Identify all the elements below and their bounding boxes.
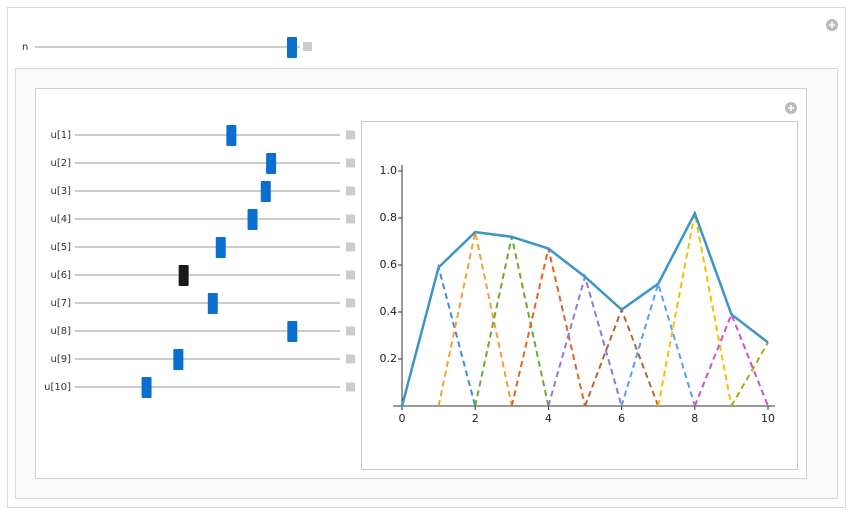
slider-handle[interactable] [266,153,277,174]
y-tick-label: 0.8 [380,211,398,224]
slider-expand[interactable] [346,158,355,168]
slider-expand[interactable] [346,130,355,140]
slider-handle[interactable] [287,37,297,58]
y-tick-label: 0.2 [380,352,398,365]
x-tick-label: 8 [691,412,698,425]
slider-expand[interactable] [346,214,355,224]
slider-handle[interactable] [215,237,226,258]
slider-expand[interactable] [346,186,355,196]
slider-expand[interactable] [346,326,355,336]
x-tick-label: 6 [618,412,625,425]
slider-label: u[8] [50,326,71,337]
interpolation-line [400,210,769,407]
x-tick-label: 2 [472,412,479,425]
slider-label: u[6] [50,270,71,281]
slider-handle[interactable] [287,321,298,342]
y-tick-label: 1.0 [380,164,398,177]
slider-label: u[3] [50,186,71,197]
slider-expand[interactable] [346,270,355,280]
x-tick-label: 4 [545,412,552,425]
slider-expand[interactable] [346,354,355,364]
basis-function [693,311,769,407]
y-tick-label: 0.6 [380,258,398,271]
x-tick-label: 0 [399,412,406,425]
basis-function [657,213,733,407]
slider-handle[interactable] [226,125,237,146]
add-icon [788,105,794,111]
add-icon [829,22,835,28]
x-tick-label: 10 [761,412,775,425]
slider-expand[interactable] [346,298,355,308]
slider-label: u[9] [50,354,71,365]
slider-expand[interactable] [346,242,355,252]
slider-handle[interactable] [260,181,271,202]
slider-handle[interactable] [173,349,184,370]
slider-label: u[7] [50,298,71,309]
slider-expand[interactable] [303,42,312,51]
slider-expand[interactable] [346,382,355,392]
y-tick-label: 0.4 [380,305,398,318]
slider-handle[interactable] [207,293,218,314]
n-label: n [22,42,28,53]
basis-function [620,280,696,407]
slider-handle[interactable] [178,265,189,286]
slider-label: u[5] [50,242,71,253]
slider-handle[interactable] [141,377,152,398]
slider-label: u[1] [50,130,71,141]
slider-label: u[2] [50,158,71,169]
basis-function [730,342,769,407]
slider-handle[interactable] [247,209,258,230]
slider-label: u[10] [44,382,71,393]
slider-label: u[4] [50,214,71,225]
